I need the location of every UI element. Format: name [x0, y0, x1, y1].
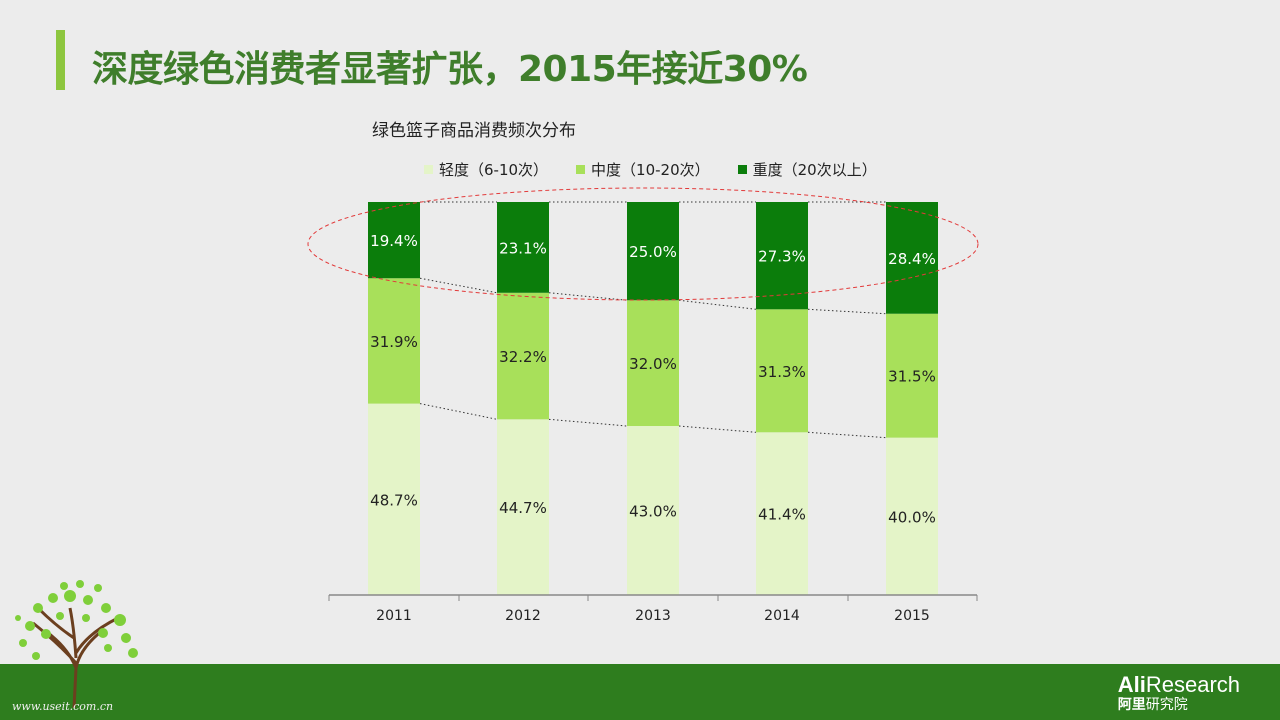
bar-segment: [627, 202, 679, 301]
series-connector-line: [548, 418, 628, 427]
data-label: 32.2%: [499, 348, 547, 366]
data-label: 31.3%: [758, 363, 806, 381]
data-label: 44.7%: [499, 499, 547, 517]
bar-segment: [627, 300, 679, 427]
data-label: 31.5%: [888, 368, 936, 386]
x-tick-label: 2012: [505, 608, 541, 624]
chart-title: 绿色篮子商品消费频次分布: [372, 121, 576, 141]
data-label: 41.4%: [758, 506, 806, 524]
data-label: 31.9%: [370, 333, 418, 351]
legend-item-heavy: 重度（20次以上）: [737, 159, 877, 180]
logo-sub-bold: 阿里: [1117, 697, 1146, 713]
x-tick-label: 2011: [376, 608, 412, 624]
series-connector-line: [678, 425, 757, 433]
data-label: 23.1%: [499, 239, 547, 257]
footer-bar: [0, 664, 1280, 720]
series-connector-line: [548, 292, 628, 301]
bar-segment: [756, 202, 808, 310]
data-label: 40.0%: [888, 508, 936, 526]
tree-icon: [15, 580, 138, 708]
legend-label-light: 轻度（6-10次）: [439, 161, 549, 179]
bar-segment: [627, 426, 679, 595]
data-label: 27.3%: [758, 248, 806, 266]
data-label: 43.0%: [629, 503, 677, 521]
chart-legend: 轻度（6-10次） 中度（10-20次） 重度（20次以上）: [424, 159, 877, 180]
watermark: www.useit.com.cn: [12, 700, 114, 713]
legend-item-medium: 中度（10-20次）: [576, 159, 710, 180]
series-connector-line: [807, 308, 887, 315]
logo-research: Research: [1145, 672, 1240, 697]
data-label: 32.0%: [629, 355, 677, 373]
bar-segment: [497, 292, 549, 420]
series-connector-line: [678, 299, 757, 310]
series-connector-line: [419, 403, 498, 420]
x-tick-label: 2013: [635, 608, 671, 624]
legend-label-medium: 中度（10-20次）: [591, 161, 710, 179]
series-connector-line: [419, 277, 498, 294]
page-title: 深度绿色消费者显著扩张，2015年接近30%: [92, 49, 808, 90]
x-tick-label: 2014: [764, 608, 800, 624]
data-label: 48.7%: [370, 491, 418, 509]
bar-segment: [756, 432, 808, 595]
bar-segment: [368, 202, 420, 279]
data-label: 25.0%: [629, 243, 677, 261]
bar-segment: [886, 202, 938, 314]
x-tick-label: 2015: [894, 608, 930, 624]
highlight-ellipse: [307, 187, 979, 301]
legend-label-heavy: 重度（20次以上）: [752, 161, 877, 179]
legend-swatch-light: [424, 165, 433, 174]
legend-swatch-medium: [576, 165, 586, 174]
bar-segment: [497, 419, 549, 595]
data-label: 28.4%: [888, 250, 936, 268]
bar-segment: [886, 313, 938, 438]
bar-segment: [368, 403, 420, 595]
bar-segment: [756, 309, 808, 433]
logo-ali: Ali: [1117, 672, 1146, 697]
title-accent-bar: [56, 30, 65, 90]
series-connector-line: [807, 431, 887, 439]
bar-segment: [368, 278, 420, 404]
bar-segment: [497, 202, 549, 293]
legend-swatch-heavy: [737, 165, 747, 174]
bar-segment: [886, 437, 938, 595]
data-label: 19.4%: [370, 232, 418, 250]
legend-item-light: 轻度（6-10次）: [424, 159, 548, 180]
logo-sub: 研究院: [1145, 697, 1188, 713]
aliresearch-logo: AliResearch 阿里研究院: [1118, 672, 1240, 714]
